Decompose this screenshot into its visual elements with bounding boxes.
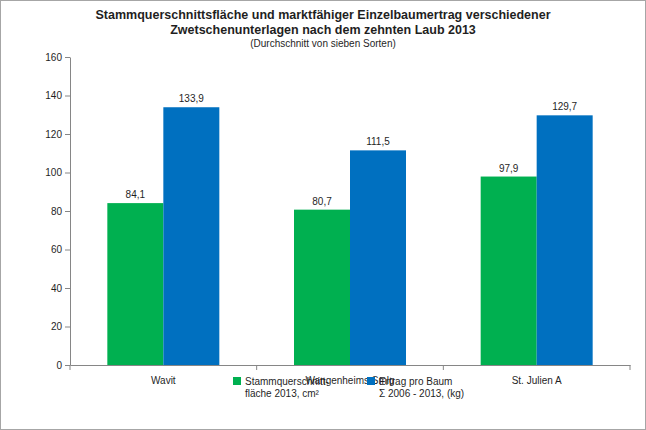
y-tick-mark	[65, 250, 70, 251]
data-label: 133,9	[179, 93, 204, 104]
chart-title: Stammquerschnittsfläche und marktfähiger…	[96, 8, 551, 37]
y-tick-mark	[65, 96, 70, 97]
y-tick: 80	[51, 206, 70, 217]
y-tick-mark	[65, 173, 70, 174]
y-tick-mark	[65, 288, 70, 289]
x-tick: St. Julien A	[512, 365, 562, 386]
data-labels: 84,1 80,7 97,9 133,9 111,5 129,7	[126, 93, 578, 206]
y-axis-line	[70, 58, 71, 366]
chart: Stammquerschnittsfläche und marktfähiger…	[0, 0, 646, 430]
y-tick-label: 0	[56, 360, 62, 371]
data-label: 80,7	[312, 196, 332, 207]
bar	[163, 107, 219, 365]
data-label: 111,5	[366, 136, 390, 147]
y-tick-mark	[65, 327, 70, 328]
y-tick-label: 20	[51, 321, 63, 332]
x-axis: WavitWangenheims SmlgSt. Julien A	[71, 365, 631, 386]
x-tick: Wavit	[151, 365, 176, 386]
y-tick: 100	[45, 167, 70, 178]
y-tick: 140	[45, 90, 70, 101]
legend-swatch	[367, 377, 375, 385]
data-label: 129,7	[552, 101, 577, 112]
y-tick-label: 40	[51, 283, 63, 294]
chart-frame	[1, 1, 646, 430]
y-tick-mark	[65, 211, 70, 212]
y-tick: 60	[51, 244, 70, 255]
x-separator	[443, 365, 444, 370]
bar	[537, 115, 593, 365]
x-tick-label: Wavit	[151, 375, 176, 386]
bar	[107, 203, 163, 365]
x-tick-label: St. Julien A	[512, 375, 562, 386]
chart-subtitle: (Durchschnitt von sieben Sorten)	[250, 38, 396, 49]
x-separator	[630, 365, 631, 370]
y-tick-mark	[65, 365, 70, 366]
data-label: 84,1	[126, 189, 146, 200]
legend-item: Stammquerschnitt-fläche 2013, cm²	[233, 376, 329, 399]
bars	[107, 107, 592, 365]
y-tick-label: 100	[45, 167, 62, 178]
y-tick-label: 80	[51, 206, 63, 217]
y-tick: 20	[51, 321, 70, 332]
y-tick-mark	[65, 134, 70, 135]
data-label: 97,9	[499, 163, 519, 174]
y-tick: 160	[45, 52, 70, 63]
y-tick: 40	[51, 283, 70, 294]
x-separator	[256, 365, 257, 370]
legend-swatch	[233, 377, 241, 385]
x-separator	[70, 365, 71, 370]
y-tick-label: 140	[45, 90, 62, 101]
legend-label: Stammquerschnitt-fläche 2013, cm²	[245, 376, 329, 399]
legend: Stammquerschnitt-fläche 2013, cm² Ertrag …	[233, 376, 464, 399]
y-tick-label: 160	[45, 52, 62, 63]
bar	[350, 150, 406, 365]
legend-label: Ertrag pro BaumΣ 2006 - 2013, (kg)	[379, 376, 464, 399]
x-axis-line	[71, 365, 631, 366]
bar	[481, 177, 537, 365]
y-axis: 0 20 40 60 80 100 120 140 160	[45, 52, 70, 371]
bar	[294, 210, 350, 365]
y-tick-mark	[65, 57, 70, 58]
y-tick: 120	[45, 129, 70, 140]
legend-item: Ertrag pro BaumΣ 2006 - 2013, (kg)	[367, 376, 464, 399]
y-tick-label: 60	[51, 244, 63, 255]
y-tick-label: 120	[45, 129, 62, 140]
y-tick: 0	[56, 360, 70, 371]
